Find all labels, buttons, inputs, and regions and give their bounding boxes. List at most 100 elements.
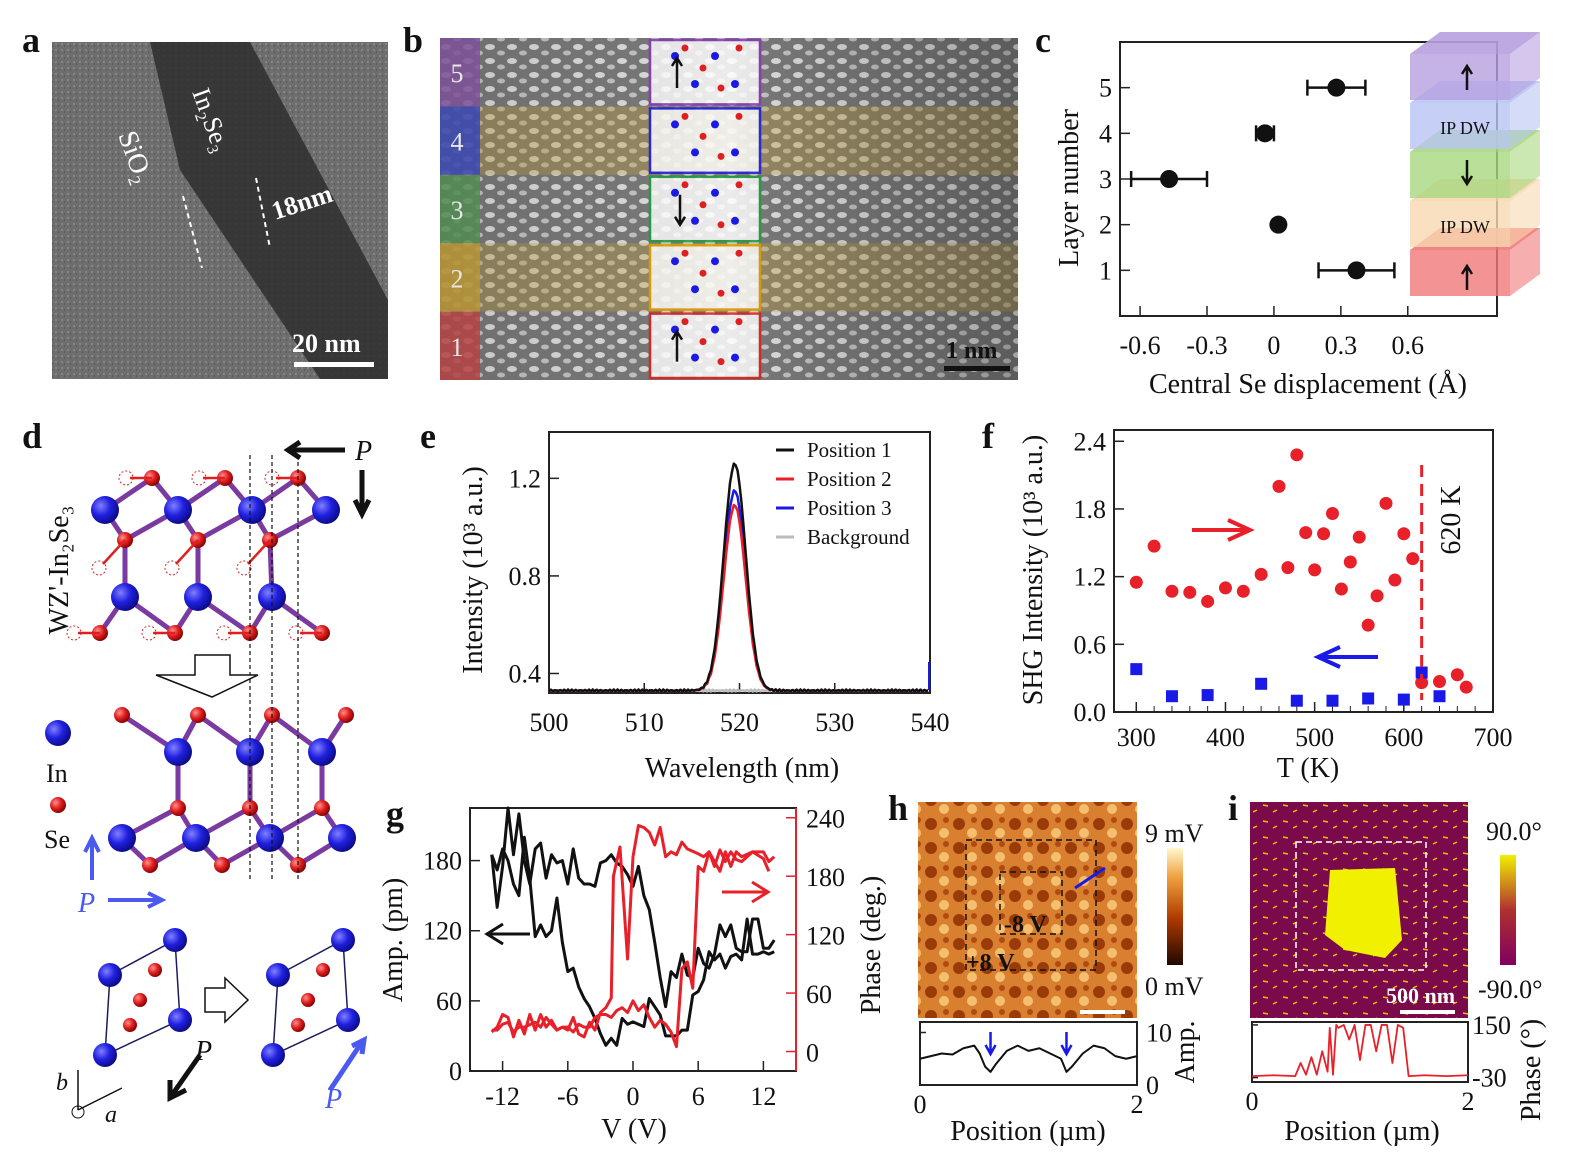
y-right-tick-label: 0 xyxy=(806,1039,819,1068)
x-tick-label: 0 xyxy=(914,1090,927,1119)
colorbar-h xyxy=(1167,848,1183,965)
y-tick-label: 0.6 xyxy=(1074,630,1107,659)
y-right-axis-label: Phase (deg.) xyxy=(856,876,887,1014)
se-legend-icon xyxy=(50,797,66,813)
panel-label-i: i xyxy=(1228,788,1238,828)
se-atom xyxy=(314,800,330,816)
y-right-tick-label: 120 xyxy=(806,922,845,951)
x-tick-label: 600 xyxy=(1384,723,1423,752)
domain-block-top xyxy=(1410,32,1540,54)
y-right-tick-label: 240 xyxy=(806,805,845,834)
stem-image-b: 123451 nm xyxy=(440,38,1018,380)
y-axis-label: SHG Intensity (10³ a.u.) xyxy=(1018,435,1049,705)
colorbar-i xyxy=(1500,855,1516,965)
x-tick-label: 400 xyxy=(1206,723,1245,752)
y-right-tick-label: 60 xyxy=(806,980,832,1009)
panel-labels: a b c d e f g h i xyxy=(22,20,1238,834)
x-tick-label: -0.6 xyxy=(1119,331,1160,360)
heating-point xyxy=(1432,675,1446,689)
x-tick-label: 6 xyxy=(692,1082,705,1111)
heating-point xyxy=(1218,581,1232,595)
phase-label: WZ'-In₂Se₃ xyxy=(44,506,75,635)
domain-wall-arrow-icon xyxy=(984,1032,997,1057)
chart-f: 300 400 500 600 700 0.0 0.6 1.2 1.8 2.4 620 K T (K)… xyxy=(1018,427,1513,784)
polarization-label: P xyxy=(77,888,95,919)
y-tick-label: 180 xyxy=(423,847,462,876)
x-tick-label: 0 xyxy=(1267,331,1280,360)
heating-point xyxy=(1459,680,1473,694)
scale-bar-b xyxy=(944,366,1010,371)
arrow-down-icon xyxy=(1460,160,1474,187)
heating-point xyxy=(1317,527,1331,541)
y-axis-label: Phase (°) xyxy=(1516,1019,1547,1121)
se-atom xyxy=(338,707,354,723)
panel-label-e: e xyxy=(420,416,436,456)
displaced-se-site xyxy=(236,560,252,576)
se-atom xyxy=(170,800,186,816)
cooling-point xyxy=(1397,693,1410,706)
in-atom xyxy=(266,963,290,987)
se-atom xyxy=(148,963,162,977)
y-tick-label: 0.8 xyxy=(509,562,542,591)
plot-frame xyxy=(1251,1021,1469,1083)
displacement-arrow xyxy=(175,539,199,565)
panel-label-c: c xyxy=(1035,20,1051,60)
heating-point xyxy=(1379,496,1393,510)
x-tick-label: 0.6 xyxy=(1392,331,1425,360)
heating-point xyxy=(1183,585,1197,599)
legend-label: Position 1 xyxy=(807,438,892,462)
colorbar-min-h: 0 mV xyxy=(1145,972,1204,1001)
x-tick-label: 0 xyxy=(627,1082,640,1111)
plot-frame xyxy=(469,807,797,1072)
cooling-point xyxy=(1201,689,1214,702)
in-atom xyxy=(163,928,187,952)
y-tick-label: 0.4 xyxy=(509,659,542,688)
colorbar-min-i: -90.0° xyxy=(1478,975,1543,1004)
in-atom xyxy=(238,496,266,524)
scale-bar-label-i: 500 nm xyxy=(1386,983,1455,1008)
tem-image-a: SiO₂ In₂Se₃ 18nm 20 nm xyxy=(52,42,388,379)
heating-point xyxy=(1370,589,1384,603)
data-point xyxy=(1269,215,1288,234)
polarization-label: P xyxy=(354,436,372,467)
arrow-up-icon xyxy=(1460,63,1474,90)
plot-frame xyxy=(1113,429,1494,713)
arrow-left-icon xyxy=(283,439,345,461)
axis-a-label: a xyxy=(105,1102,117,1128)
transition-arrow-icon xyxy=(155,654,259,698)
se-atom xyxy=(291,1018,305,1032)
x-tick-label: 530 xyxy=(815,708,854,737)
polarization-arrows-icon xyxy=(83,833,167,909)
in-legend-label: In xyxy=(46,759,68,788)
ip-dw-label: IP DW xyxy=(1440,217,1490,237)
y-tick-label: 4 xyxy=(1099,119,1112,148)
se-atom xyxy=(301,993,315,1007)
in-atom xyxy=(164,496,192,524)
in-atom xyxy=(182,824,210,852)
domain-block-side xyxy=(1510,228,1540,296)
arrow-down-left-icon xyxy=(167,1053,203,1103)
y-tick-label: 1.2 xyxy=(1074,563,1107,592)
y-tick-label: 120 xyxy=(423,917,462,946)
in-legend-icon xyxy=(45,720,71,746)
y-tick-label: 0.0 xyxy=(1074,698,1107,727)
se-atom xyxy=(142,857,158,873)
cooling-point xyxy=(1362,692,1375,705)
heating-point xyxy=(1281,561,1295,575)
panel-label-g: g xyxy=(386,794,404,834)
cooling-point xyxy=(1130,663,1143,676)
y-right-tick-label: 180 xyxy=(806,863,845,892)
heating-point xyxy=(1201,594,1215,608)
colorbar-max-h: 9 mV xyxy=(1145,819,1204,848)
se-atom xyxy=(214,857,230,873)
heating-point xyxy=(1308,563,1322,577)
domain-block-side xyxy=(1510,32,1540,100)
transition-arrow-icon xyxy=(204,976,250,1024)
displacement-arrow xyxy=(247,539,271,565)
profile-chart-i: 0 2-30 150 Position (µm) Phase (°) xyxy=(1246,1011,1548,1147)
in-atom xyxy=(312,496,340,524)
cooling-point xyxy=(1255,677,1268,690)
x-tick-label: 0 xyxy=(1246,1087,1259,1116)
profile-line xyxy=(919,1044,1138,1073)
in-atom xyxy=(98,963,122,987)
